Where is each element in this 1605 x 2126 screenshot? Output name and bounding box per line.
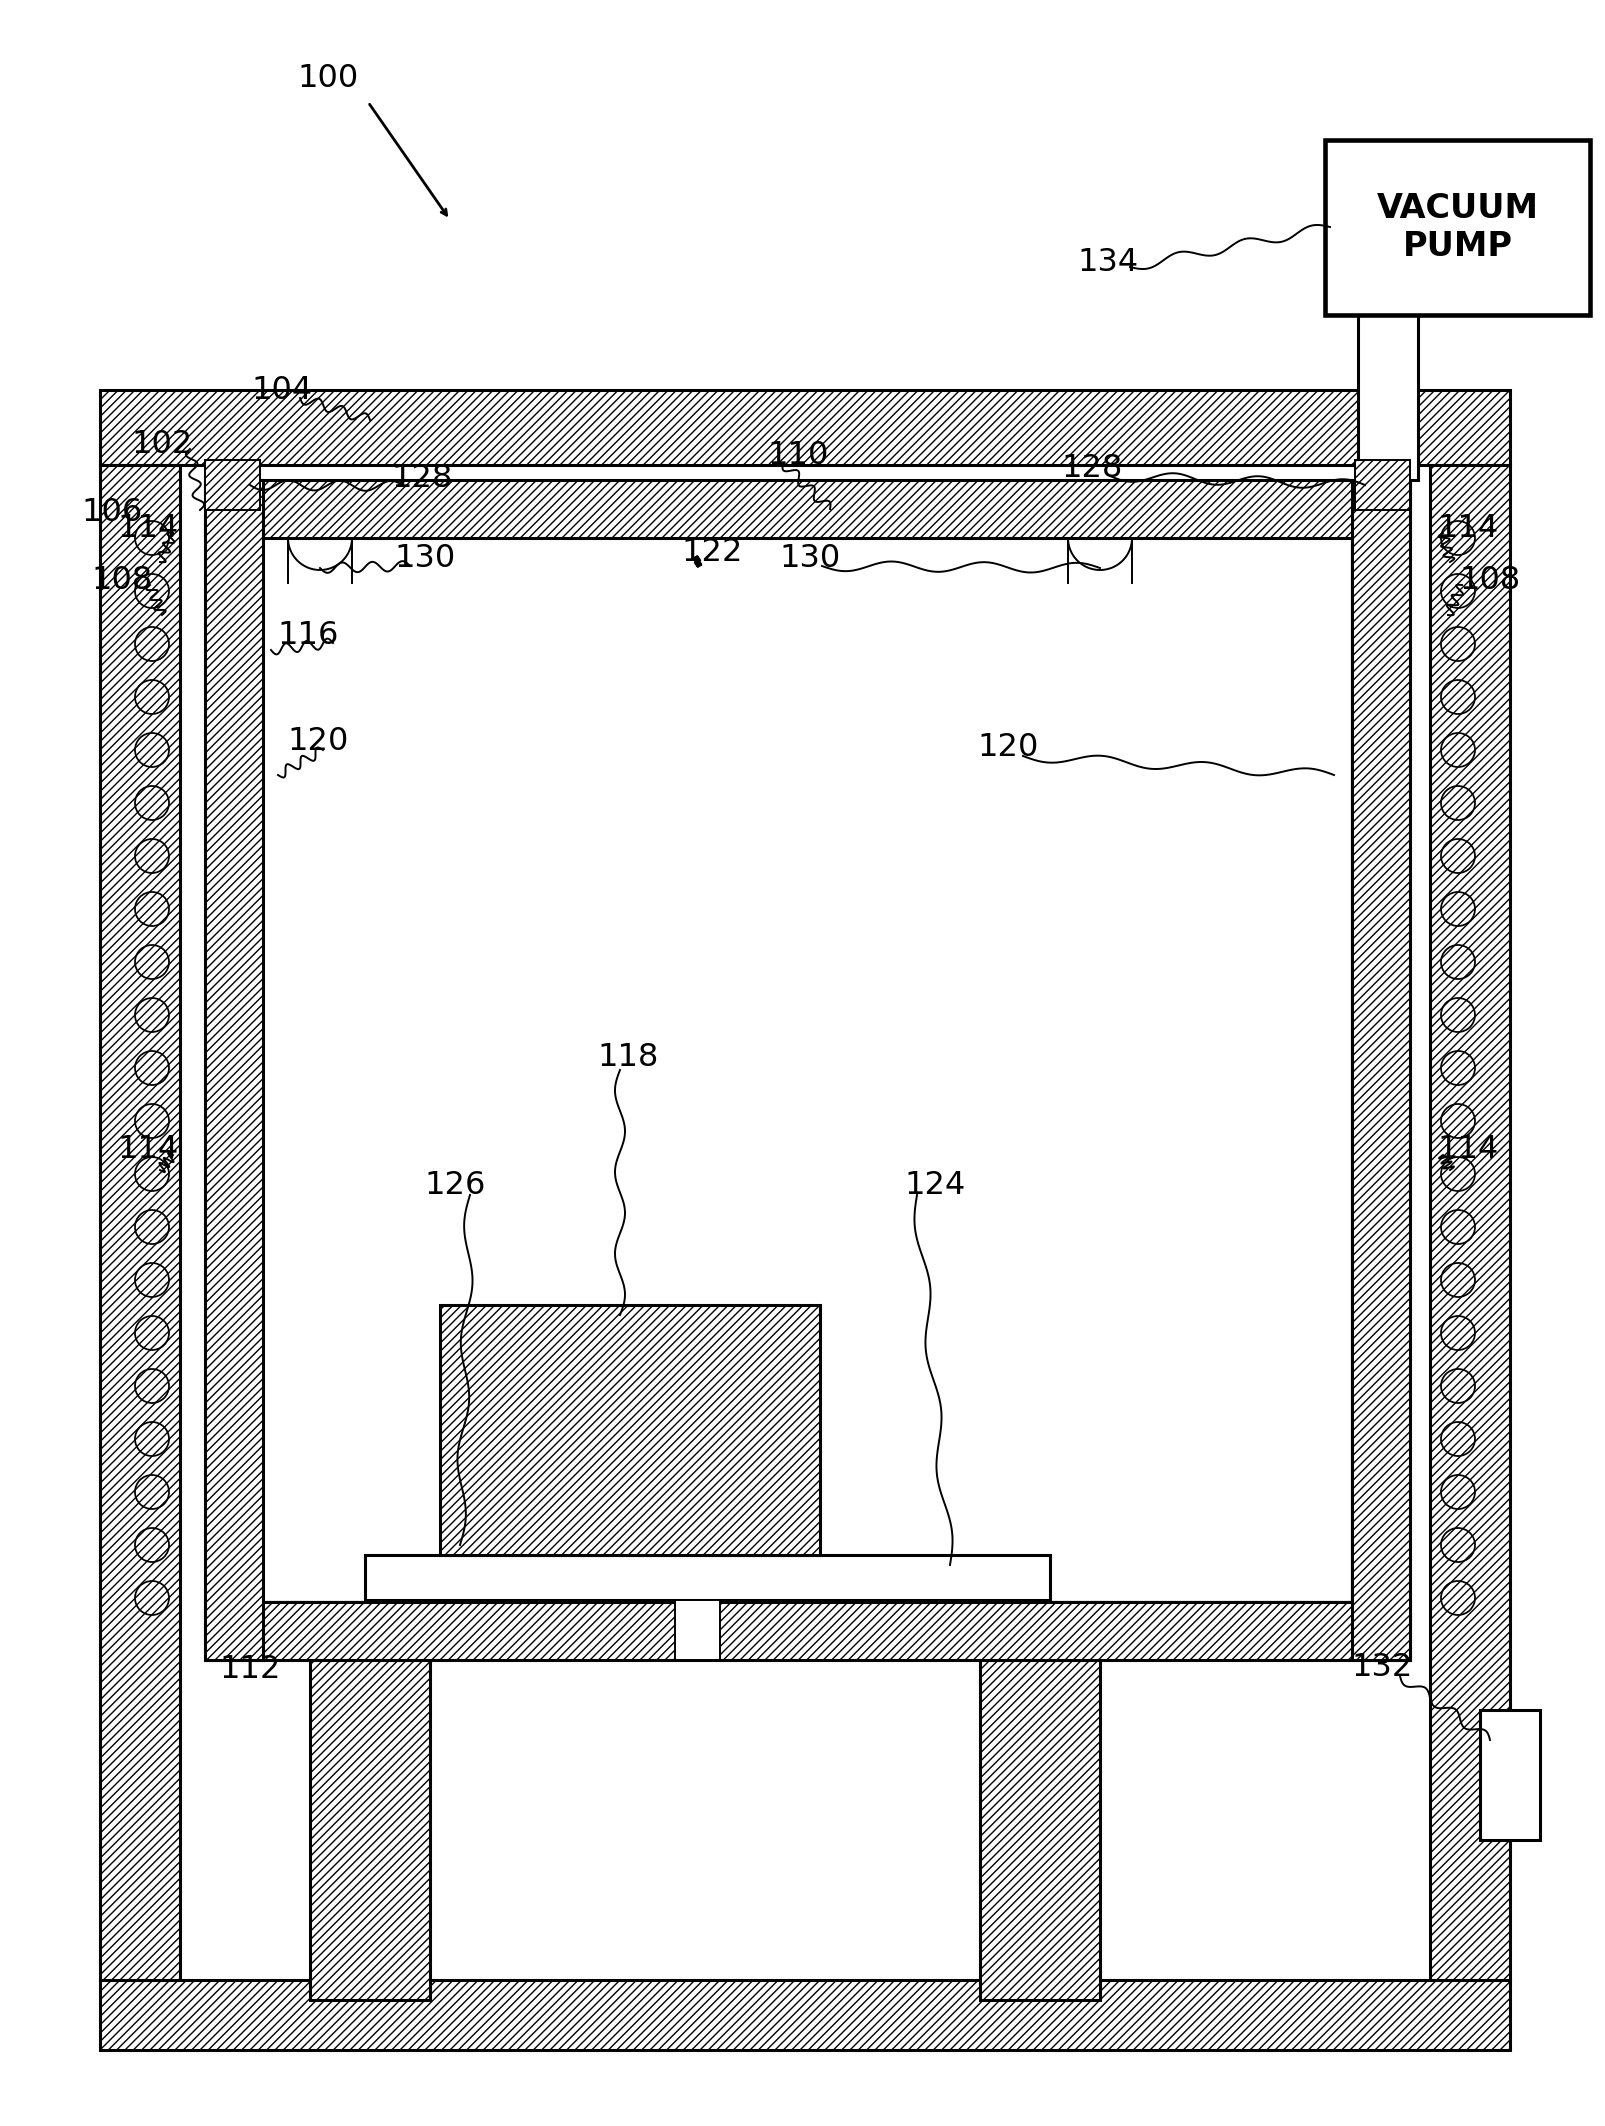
Text: 108: 108 <box>1459 566 1520 595</box>
Bar <box>1324 140 1589 315</box>
Bar <box>979 1660 1099 2001</box>
Bar <box>205 480 1409 538</box>
Text: 126: 126 <box>424 1169 485 1201</box>
Text: 104: 104 <box>252 374 313 406</box>
Text: 108: 108 <box>91 566 152 595</box>
Text: 128: 128 <box>1061 453 1122 483</box>
Bar <box>364 1554 1050 1601</box>
Text: 128: 128 <box>392 463 453 493</box>
Bar <box>1428 466 1509 1979</box>
Bar <box>1355 459 1409 510</box>
Bar <box>1351 480 1409 1660</box>
Bar <box>100 389 1509 466</box>
Bar <box>674 1601 719 1660</box>
Bar <box>1480 1709 1539 1839</box>
Text: 120: 120 <box>287 727 348 757</box>
Text: 114: 114 <box>1436 512 1497 544</box>
Text: 114: 114 <box>1436 1135 1497 1165</box>
Text: 110: 110 <box>767 440 828 470</box>
Text: 118: 118 <box>597 1042 658 1074</box>
Bar <box>263 538 1351 1603</box>
Bar <box>100 1979 1509 2049</box>
Text: 116: 116 <box>278 619 339 651</box>
Text: 120: 120 <box>977 733 1038 763</box>
Text: 106: 106 <box>82 497 143 527</box>
Bar <box>1358 304 1417 480</box>
Text: 124: 124 <box>904 1169 965 1201</box>
Text: 102: 102 <box>132 429 193 459</box>
Bar <box>100 466 180 1979</box>
Text: 130: 130 <box>778 542 839 574</box>
Bar <box>440 1305 820 1554</box>
Text: 132: 132 <box>1350 1652 1412 1684</box>
Text: 114: 114 <box>117 1135 178 1165</box>
Bar <box>310 1660 430 2001</box>
Text: 100: 100 <box>297 62 358 94</box>
Text: 134: 134 <box>1077 247 1138 279</box>
Text: 114: 114 <box>117 512 178 544</box>
Bar <box>205 1603 1409 1660</box>
Bar <box>205 480 263 1660</box>
Bar <box>205 459 260 510</box>
Text: VACUUM
PUMP: VACUUM PUMP <box>1375 191 1538 264</box>
Text: 122: 122 <box>681 536 742 568</box>
Text: 130: 130 <box>395 542 456 574</box>
Text: 112: 112 <box>220 1654 281 1686</box>
